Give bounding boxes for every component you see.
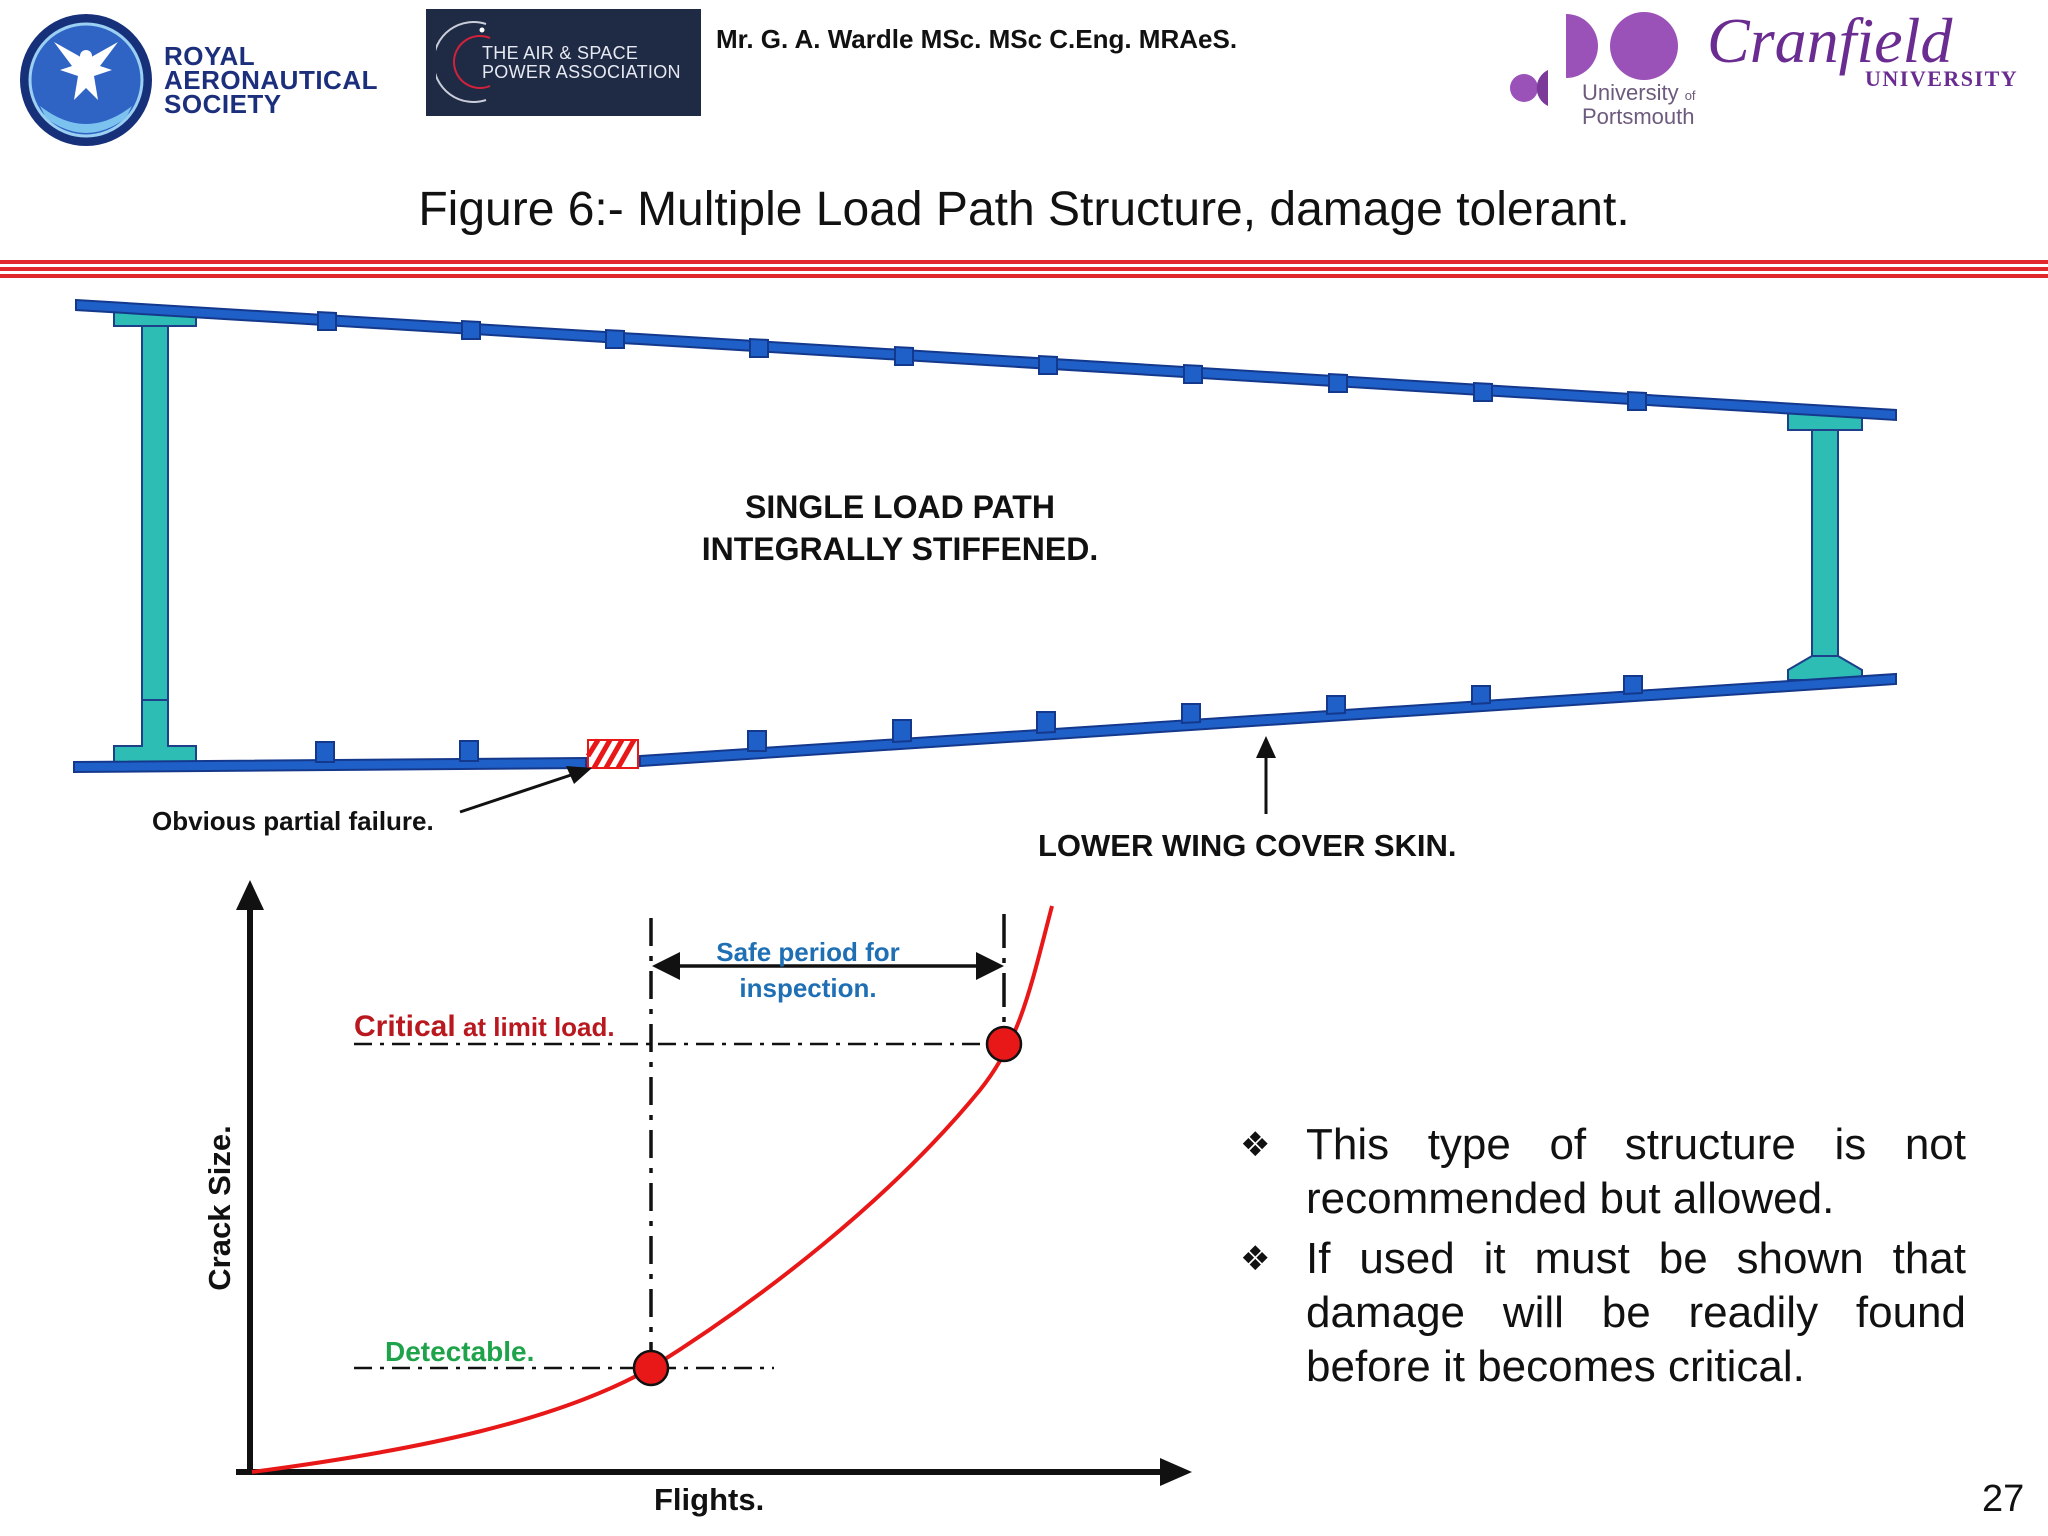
eagle-icon	[54, 42, 118, 100]
bullet-list: ❖ This type of structure is not recommen…	[1240, 1118, 1966, 1400]
ras-logo-text: ROYAL AERONAUTICAL SOCIETY	[164, 41, 378, 119]
upper-stringers	[317, 310, 1647, 411]
bullet-item: ❖ If used it must be shown that damage w…	[1240, 1232, 1966, 1394]
x-axis-label: Flights.	[654, 1482, 765, 1517]
cranfield-logo: Cranfield	[1707, 5, 1953, 76]
cranfield-university-text: UNIVERSITY	[1865, 66, 2019, 91]
author-credit: Mr. G. A. Wardle MSc. MSc C.Eng. MRAeS.	[716, 24, 1238, 54]
bullet-text: This type of structure is not recommende…	[1306, 1120, 1966, 1223]
y-axis-label: Crack Size.	[202, 1125, 237, 1291]
page-number: 27	[1982, 1478, 2025, 1520]
upper-wing-skin	[75, 298, 1897, 422]
lower-skin-label: LOWER WING COVER SKIN.	[1038, 828, 1457, 863]
failure-label: Obvious partial failure.	[152, 806, 434, 836]
detectable-label: Detectable.	[385, 1336, 535, 1367]
ras-logo	[20, 14, 152, 146]
bullet-item: ❖ This type of structure is not recommen…	[1240, 1118, 1966, 1226]
safe-period-label: Safe period for inspection.	[716, 937, 900, 1003]
bullet-text: If used it must be shown that damage wil…	[1306, 1234, 1966, 1391]
diamond-bullet-icon: ❖	[1240, 1126, 1271, 1164]
critical-label: Critical at limit load.	[354, 1010, 615, 1043]
x-axis	[236, 1458, 1192, 1486]
single-load-path-label: SINGLE LOAD PATH INTEGRALLY STIFFENED.	[701, 489, 1099, 567]
safe-period-arrow	[652, 952, 1004, 980]
critical-point	[985, 1025, 1023, 1063]
asp-logo	[426, 9, 701, 116]
partial-failure-marker	[585, 738, 639, 770]
lower-stringers	[315, 675, 1643, 763]
y-axis	[236, 880, 264, 1474]
asp-emblem-icon	[436, 21, 491, 103]
figure-title: Figure 6:- Multiple Load Path Structure,…	[418, 183, 1630, 236]
portsmouth-logo	[1510, 12, 1678, 106]
portsmouth-logo-text: University of Portsmouth	[1582, 80, 1696, 129]
diamond-bullet-icon: ❖	[1240, 1240, 1271, 1278]
asp-logo-text: THE AIR & SPACE POWER ASSOCIATION	[482, 43, 681, 82]
detectable-point	[632, 1349, 670, 1387]
title-rule	[0, 260, 2048, 278]
